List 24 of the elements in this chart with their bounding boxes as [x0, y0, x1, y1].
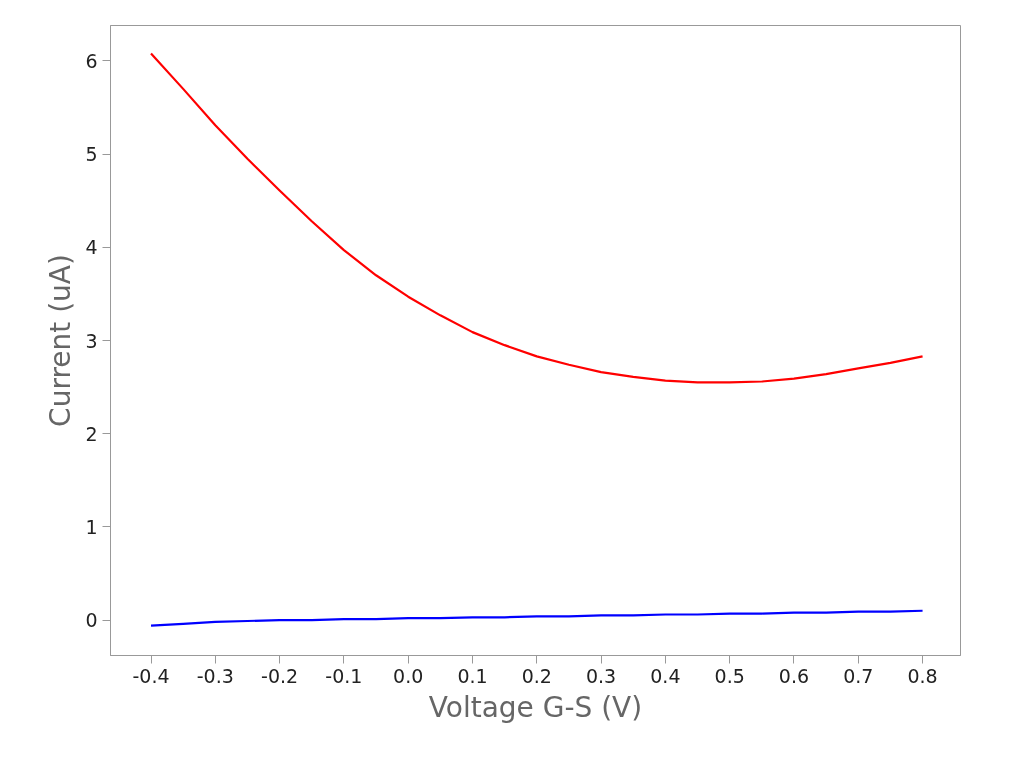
x-axis-title: Voltage G-S (V): [428, 690, 643, 724]
y-tick-label: 5: [85, 143, 98, 166]
x-tick-label: -0.4: [132, 664, 170, 687]
x-tick-label: -0.2: [261, 664, 299, 687]
x-tick-label: 0.2: [521, 664, 552, 687]
x-tick-label: 0.4: [650, 664, 681, 687]
x-tick-label: 0.1: [457, 664, 488, 687]
y-tick-label: 6: [85, 49, 98, 72]
x-tick-label: 0.5: [714, 664, 745, 687]
x-tick-label: 0.3: [585, 664, 617, 687]
y-tick-label: 0: [85, 609, 98, 632]
x-tick-label: 0.6: [778, 664, 810, 687]
y-tick-label: 2: [85, 422, 98, 445]
y-tick-label: 3: [85, 329, 98, 352]
y-axis-title: Current (uA): [44, 254, 78, 427]
y-tick-label: 4: [85, 236, 98, 259]
x-tick-label: 0.8: [907, 664, 938, 687]
line-series: [149, 609, 924, 627]
x-tick-label: -0.1: [325, 664, 363, 687]
line-series: [149, 52, 924, 384]
x-tick-label: -0.3: [196, 664, 234, 687]
x-tick-label: 0.7: [843, 664, 874, 687]
y-tick-label: 1: [85, 515, 98, 538]
x-tick-label: 0.0: [393, 664, 424, 687]
